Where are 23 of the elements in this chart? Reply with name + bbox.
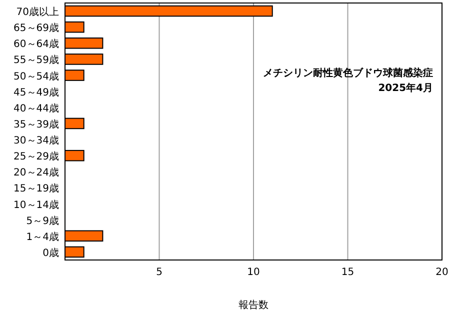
y-tick-label: 50～54歳 [14,70,59,82]
y-tick-label: 1～4歳 [26,230,59,243]
x-tick-label: 5 [156,267,162,278]
y-tick-label: 0歳 [42,246,59,259]
y-tick-label: 60～64歳 [14,38,59,50]
y-tick-label: 15～19歳 [14,182,59,195]
y-tick-label: 40～44歳 [14,102,59,114]
y-tick-label: 45～49歳 [14,86,59,98]
y-tick-label: 10～14歳 [14,198,59,211]
y-tick-label: 70歳以上 [16,6,59,18]
x-tick-label: 15 [341,267,354,278]
y-tick-label: 30～34歳 [14,134,59,147]
y-tick-label: 5～9歳 [26,214,59,227]
x-axis-title: 報告数 [238,299,268,311]
annotation: 2025年4月 [378,82,433,94]
x-tick-label: 10 [247,267,260,278]
y-tick-label: 35～39歳 [14,118,59,130]
x-tick-label: 20 [436,267,448,278]
y-tick-label: 65～69歳 [14,22,59,34]
y-tick-label: 55～59歳 [14,54,59,66]
y-tick-label: 25～29歳 [14,150,59,163]
y-tick-label: 20～24歳 [14,166,59,179]
annotation: メチシリン耐性黄色ブドウ球菌感染症 [263,67,433,79]
